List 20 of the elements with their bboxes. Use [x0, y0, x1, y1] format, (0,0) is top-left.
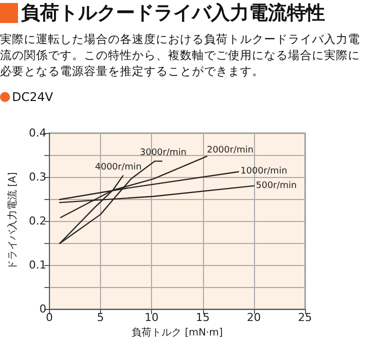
chart-title: 負荷トルクードライバ入力電流特性	[21, 1, 325, 26]
x-tick-label: 15	[196, 311, 210, 324]
y-axis-title: ドライバ入力電流 [A]	[6, 172, 18, 270]
legend-title: DC24V	[12, 90, 54, 104]
y-tick-label: 0.3	[28, 170, 46, 184]
y-tick-label: 0.1	[28, 258, 46, 272]
series-label: 500r/min	[256, 180, 297, 191]
series-label: 3000r/min	[140, 148, 186, 158]
chart-subtitle: 実際に運転した場合の各速度における負荷トルクードライバ入力電流の関係です。この特性から、複数軸でご使用になる場合に実際に必要となる電源容量を推定することができます。	[0, 31, 361, 79]
series-label: 1000r/min	[240, 166, 288, 177]
series-label: 2000r/min	[206, 145, 254, 156]
x-axis-title: 負荷トルク [mN·m]	[132, 326, 223, 338]
series-label: 4000r/min	[95, 162, 142, 173]
x-tick-label: 25	[298, 311, 312, 324]
x-tick-label: 5	[97, 311, 104, 324]
y-tick-label: 0.4	[28, 126, 46, 140]
y-tick-label: 0	[39, 302, 46, 316]
x-tick-label: 20	[246, 311, 261, 324]
x-tick-label: 10	[144, 311, 159, 324]
y-tick-label: 0.2	[28, 214, 46, 228]
